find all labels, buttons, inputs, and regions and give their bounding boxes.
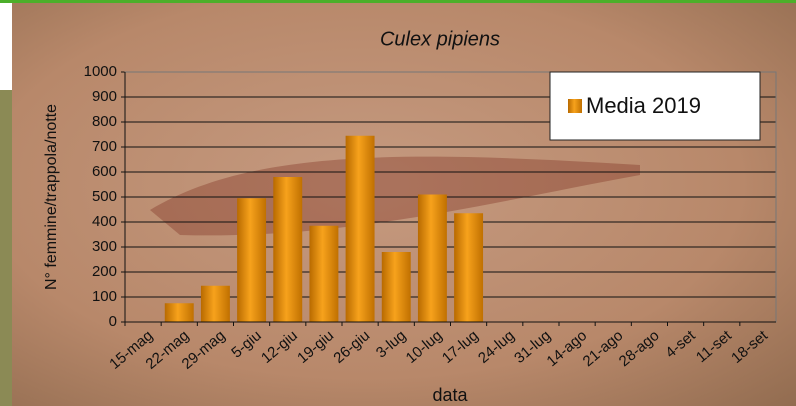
y-tick-label: 800 xyxy=(92,113,117,130)
chart-title: Culex pipiens xyxy=(380,28,500,50)
bar xyxy=(346,136,375,322)
legend-label: Media 2019 xyxy=(586,93,701,118)
chart: Culex pipiens N° femmine/trappola/notte … xyxy=(0,0,796,406)
y-tick-label: 600 xyxy=(92,163,117,180)
legend-swatch xyxy=(568,99,582,113)
y-tick-label: 300 xyxy=(92,238,117,255)
y-tick-label: 0 xyxy=(109,313,117,330)
bar xyxy=(165,303,194,322)
y-tick-label: 900 xyxy=(92,88,117,105)
bar xyxy=(309,226,338,322)
bar xyxy=(237,198,266,322)
top-border xyxy=(0,0,796,3)
y-tick-label: 400 xyxy=(92,213,117,230)
y-tick-label: 500 xyxy=(92,188,117,205)
y-tick-label: 1000 xyxy=(84,63,117,80)
y-tick-label: 200 xyxy=(92,263,117,280)
left-panel xyxy=(0,90,12,406)
bar xyxy=(273,177,302,322)
y-tick-label: 700 xyxy=(92,138,117,155)
y-axis-label: N° femmine/trappola/notte xyxy=(43,104,60,290)
bar xyxy=(418,195,447,323)
bar xyxy=(382,252,411,322)
bar xyxy=(454,213,483,322)
y-tick-label: 100 xyxy=(92,288,117,305)
x-axis-label: data xyxy=(432,385,468,405)
bar xyxy=(201,286,230,322)
